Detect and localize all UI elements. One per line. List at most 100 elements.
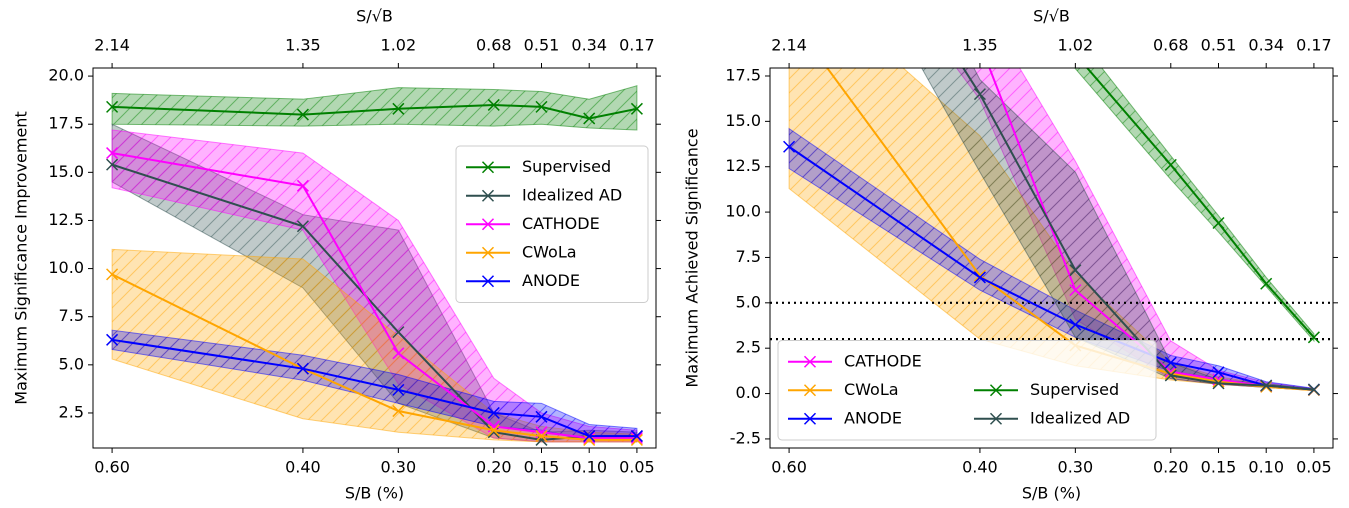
- legend-marker: [481, 189, 495, 202]
- x-tick-label: 0.10: [571, 458, 607, 477]
- marker: [535, 410, 548, 423]
- x-tick-label: 0.60: [94, 458, 130, 477]
- y-tick-label: 5.0: [736, 292, 761, 311]
- marker: [973, 88, 986, 101]
- marker: [1260, 379, 1273, 392]
- y-axis-label: Maximum Significance Improvement: [12, 111, 31, 404]
- x-axis-label: S/B (%): [1022, 484, 1081, 503]
- x2-tick-label: 0.17: [1296, 36, 1332, 55]
- legend-label: CATHODE: [844, 351, 922, 370]
- marker: [1164, 158, 1177, 171]
- marker: [1212, 377, 1225, 390]
- x2-tick-label: 1.02: [381, 36, 417, 55]
- marker: [1212, 216, 1225, 230]
- marker: [487, 424, 500, 437]
- marker: [1164, 369, 1177, 382]
- y-tick-label: 2.5: [59, 402, 84, 421]
- marker: [1260, 380, 1273, 393]
- y-tick-label: -2.5: [730, 428, 761, 447]
- marker: [392, 326, 405, 339]
- marker: [630, 102, 643, 115]
- y-tick-label: 10.0: [48, 258, 84, 277]
- legend-marker: [989, 412, 1003, 425]
- marker: [392, 383, 405, 396]
- x-tick-label: 0.20: [476, 458, 512, 477]
- y-tick-label: 5.0: [59, 354, 84, 373]
- x2-tick-label: 0.17: [619, 36, 655, 55]
- legend-label: ANODE: [522, 271, 580, 290]
- marker: [106, 147, 119, 160]
- y-tick-label: 2.5: [736, 338, 761, 357]
- plot-area: [106, 85, 643, 446]
- legend-label: CWoLa: [844, 380, 899, 399]
- error-band: [111, 85, 638, 131]
- legend-label: CWoLa: [522, 242, 577, 261]
- x-tick-label: 0.15: [1201, 458, 1237, 477]
- marker: [630, 431, 643, 445]
- x2-tick-label: 0.34: [571, 36, 607, 55]
- marker: [1164, 356, 1177, 369]
- marker: [1069, 318, 1082, 331]
- legend-marker: [481, 161, 495, 174]
- plot-area: [770, 68, 1333, 397]
- legend-label: CATHODE: [522, 214, 600, 233]
- error-band: [111, 248, 638, 443]
- x-axis-label: S/B (%): [345, 484, 404, 503]
- legend-marker: [481, 275, 495, 288]
- x-tick-label: 0.40: [285, 458, 321, 477]
- x2-tick-label: 0.51: [524, 36, 560, 55]
- marker: [296, 362, 309, 375]
- marker: [535, 100, 548, 113]
- x-tick-label: 0.30: [381, 458, 417, 477]
- legend-marker: [803, 355, 817, 368]
- marker: [106, 100, 119, 113]
- y-tick-label: 10.0: [725, 202, 761, 221]
- y-tick-label: 15.0: [725, 111, 761, 130]
- y-tick-label: 17.5: [725, 65, 761, 84]
- marker: [392, 102, 405, 115]
- marker: [487, 406, 500, 419]
- x2-tick-label: 2.14: [94, 36, 130, 55]
- legend-marker: [989, 384, 1003, 397]
- marker: [583, 112, 596, 125]
- legend-label: Supervised: [1030, 380, 1119, 399]
- marker: [296, 179, 309, 192]
- axes-frame: [769, 67, 1334, 449]
- x-tick-label: 0.20: [1153, 458, 1189, 477]
- x-tick-label: 0.05: [1296, 458, 1332, 477]
- marker: [296, 108, 309, 121]
- x2-tick-label: 1.35: [285, 36, 321, 55]
- x-tick-label: 0.15: [524, 458, 560, 477]
- marker: [1307, 331, 1320, 344]
- marker: [1212, 366, 1225, 379]
- y-tick-label: 15.0: [48, 162, 84, 181]
- y-tick-label: 17.5: [48, 114, 84, 133]
- x2-tick-label: 0.68: [476, 36, 512, 55]
- x-tick-label: 0.40: [962, 458, 998, 477]
- x-tick-label: 0.30: [1058, 458, 1094, 477]
- y-tick-label: 12.5: [725, 156, 761, 175]
- y-tick-label: 7.5: [59, 306, 84, 325]
- x-tick-label: 0.10: [1248, 458, 1284, 477]
- legend-label: Idealized AD: [1030, 408, 1130, 427]
- marker: [106, 333, 119, 346]
- axes-frame: [92, 67, 657, 449]
- y-tick-label: 20.0: [48, 66, 84, 85]
- marker: [783, 140, 796, 153]
- marker: [392, 347, 405, 360]
- marker: [1212, 375, 1225, 388]
- marker: [1307, 383, 1320, 396]
- x2-axis-label: S/√B: [356, 7, 393, 26]
- x2-tick-label: 1.02: [1058, 36, 1094, 55]
- x2-tick-label: 0.34: [1248, 36, 1284, 55]
- marker: [973, 271, 986, 284]
- marker: [1069, 264, 1082, 277]
- legend-frame: [777, 340, 1157, 441]
- legend-marker: [803, 412, 817, 425]
- marker: [487, 98, 500, 111]
- y-axis-label: Maximum Achieved Significance: [683, 128, 702, 387]
- x-tick-label: 0.05: [619, 458, 655, 477]
- x2-tick-label: 2.14: [771, 36, 807, 55]
- legend: CATHODE CWoLa ANODE Supervised Idealized AD: [777, 340, 1157, 441]
